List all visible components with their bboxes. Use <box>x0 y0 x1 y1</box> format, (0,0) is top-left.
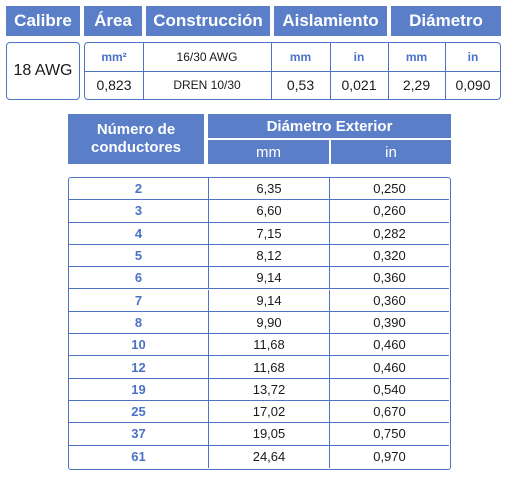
calibre-box: 18 AWG <box>6 42 80 100</box>
table-row: 3 6,60 0,260 <box>69 200 449 223</box>
diameter-in: 0,460 <box>373 359 406 375</box>
diametro-value-in: 0,090 <box>455 77 491 93</box>
diameter-mm: 9,14 <box>209 267 330 289</box>
conductor-count: 8 <box>69 311 209 334</box>
diameter-mm: 8,12 <box>209 244 330 267</box>
spec-values-box: mm² 16/30 AWG mm in mm in 0,823 DREN 10/… <box>84 42 501 100</box>
table-row: 7 9,14 0,360 <box>69 289 449 312</box>
diametro-unit-in: in <box>467 50 479 64</box>
diameter-mm: 6,60 <box>209 200 330 222</box>
divider-construccion <box>271 43 272 99</box>
table-row: 12 11,68 0,460 <box>69 356 449 379</box>
conductor-count: 4 <box>69 222 209 244</box>
conductors-table: 2 6,35 0,250 3 6,60 0,260 4 7,15 0,282 5 8,12 0,320… <box>68 177 451 470</box>
diameter-in: 0,260 <box>373 203 406 219</box>
header-diametro: Diámetro <box>391 6 501 36</box>
table-row: 19 13,72 0,540 <box>69 378 449 401</box>
header-diametro-exterior: Diámetro Exterior <box>208 114 451 138</box>
aislamiento-value-in: 0,021 <box>341 77 377 93</box>
divider-diametro-mid <box>445 43 446 99</box>
table-row: 2 6,35 0,250 <box>69 178 449 201</box>
conductor-count: 7 <box>69 289 209 311</box>
conductor-count: 2 <box>69 178 209 200</box>
conductor-count: 61 <box>69 445 209 468</box>
diametro-unit-mm: mm <box>405 50 428 64</box>
diameter-in: 0,750 <box>373 426 406 442</box>
conductor-count: 37 <box>69 423 209 445</box>
header-aislamiento: Aislamiento <box>274 6 387 36</box>
header-calibre: Calibre <box>6 6 80 36</box>
conductor-count: 25 <box>69 401 209 423</box>
conductor-count: 10 <box>69 334 209 356</box>
header-numero-conductores: Número de conductores <box>68 114 204 164</box>
diameter-in: 0,282 <box>373 225 406 241</box>
table-row: 10 11,68 0,460 <box>69 334 449 357</box>
calibre-value: 18 AWG <box>13 62 73 79</box>
diameter-in: 0,320 <box>373 248 406 264</box>
table-row: 8 9,90 0,390 <box>69 311 449 335</box>
diameter-mm: 17,02 <box>209 401 330 423</box>
diameter-mm: 9,14 <box>209 289 330 311</box>
diametro-value-mm: 2,29 <box>402 77 431 93</box>
conductor-count: 12 <box>69 356 209 378</box>
diameter-in: 0,970 <box>373 449 406 465</box>
header-construccion: Construcción <box>146 6 270 36</box>
conductor-count: 19 <box>69 378 209 400</box>
diameter-in: 0,360 <box>373 292 406 308</box>
conductor-count: 3 <box>69 200 209 222</box>
diameter-mm: 19,05 <box>209 423 330 445</box>
diameter-in: 0,360 <box>373 270 406 286</box>
diameter-mm: 24,64 <box>209 445 330 468</box>
divider-aislamiento <box>388 43 389 99</box>
table-row: 6 9,14 0,360 <box>69 267 449 290</box>
construccion-top: 16/30 AWG <box>176 50 238 64</box>
divider-area <box>143 43 144 99</box>
divider-aislamiento-mid <box>330 43 331 99</box>
diameter-mm: 9,90 <box>209 311 330 334</box>
diameter-in: 0,390 <box>373 314 406 330</box>
diameter-mm: 11,68 <box>209 356 330 378</box>
table-row: 4 7,15 0,282 <box>69 222 449 245</box>
diameter-in: 0,250 <box>373 181 406 197</box>
diameter-mm: 7,15 <box>209 222 330 244</box>
header-unit-in: in <box>331 140 451 164</box>
table-row: 25 17,02 0,670 <box>69 401 449 424</box>
diameter-mm: 6,35 <box>209 178 330 200</box>
diameter-in: 0,540 <box>373 381 406 397</box>
table-row: 5 8,12 0,320 <box>69 244 449 268</box>
diameter-mm: 13,72 <box>209 378 330 400</box>
header-area: Área <box>84 6 142 36</box>
header-unit-mm: mm <box>208 140 329 164</box>
construccion-bottom: DREN 10/30 <box>173 78 241 92</box>
diameter-in: 0,670 <box>373 404 406 420</box>
diameter-mm: 11,68 <box>209 334 330 356</box>
aislamiento-unit-mm: mm <box>289 50 312 64</box>
area-unit: mm² <box>101 50 127 64</box>
conductor-count: 6 <box>69 267 209 289</box>
diameter-in: 0,460 <box>373 337 406 353</box>
conductor-count: 5 <box>69 244 209 267</box>
area-value: 0,823 <box>96 77 132 93</box>
table-row: 61 24,64 0,970 <box>69 445 449 468</box>
spec-row-divider <box>85 71 500 72</box>
aislamiento-value-mm: 0,53 <box>286 77 315 93</box>
table-row: 37 19,05 0,750 <box>69 423 449 446</box>
aislamiento-unit-in: in <box>353 50 365 64</box>
